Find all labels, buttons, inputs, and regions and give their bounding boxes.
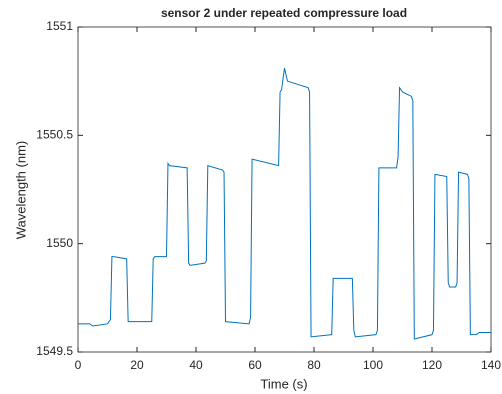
y-tick-label: 1550.5: [36, 128, 73, 142]
x-tick-label: 60: [248, 358, 262, 372]
x-tick-label: 40: [189, 358, 203, 372]
y-axis-label: Wavelength (nm): [13, 141, 28, 240]
x-axis-label: Time (s): [260, 376, 307, 391]
chart-title: sensor 2 under repeated compressure load: [161, 6, 407, 20]
x-tick-label: 100: [363, 358, 383, 372]
y-tick-label: 1551: [46, 19, 73, 33]
x-tick-label: 120: [422, 358, 442, 372]
data-line: [78, 68, 491, 340]
y-tick-label: 1549.5: [36, 344, 73, 358]
y-tick-label: 1550: [46, 236, 73, 250]
x-tick-label: 0: [75, 358, 82, 372]
x-tick-label: 80: [307, 358, 321, 372]
x-tick-label: 20: [130, 358, 144, 372]
x-tick-label: 140: [481, 358, 501, 372]
axes-box: [77, 26, 492, 353]
